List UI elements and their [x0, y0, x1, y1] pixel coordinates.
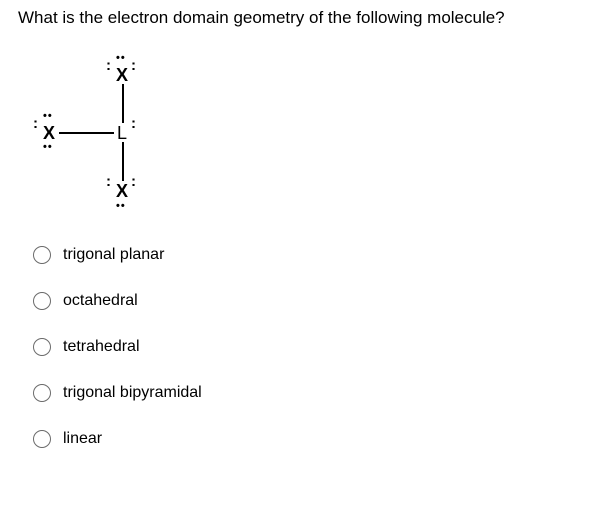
option-row[interactable]: octahedral [33, 292, 582, 310]
option-label: trigonal bipyramidal [63, 384, 202, 402]
top-atom-dots-right: : [131, 63, 136, 68]
top-atom-dots-left: : [106, 63, 111, 68]
bottom-atom: X [116, 182, 128, 200]
radio-button[interactable] [33, 246, 51, 264]
bond-bottom [122, 142, 124, 181]
lewis-structure-diagram: X •• : : X •• •• : L : X •• : : [23, 46, 193, 221]
question-text: What is the electron domain geometry of … [18, 8, 582, 28]
left-atom: X [43, 124, 55, 142]
option-label: linear [63, 430, 102, 448]
option-row[interactable]: trigonal bipyramidal [33, 384, 582, 402]
bottom-atom-dots-right: : [131, 179, 136, 184]
center-atom-dots-right: : [131, 121, 136, 126]
option-label: tetrahedral [63, 338, 140, 356]
radio-button[interactable] [33, 338, 51, 356]
option-label: trigonal planar [63, 246, 164, 264]
top-atom: X [116, 66, 128, 84]
left-atom-dots-below: •• [43, 142, 53, 153]
bond-top [122, 84, 124, 123]
center-atom: L [117, 124, 127, 142]
bottom-atom-dots-left: : [106, 179, 111, 184]
radio-button[interactable] [33, 292, 51, 310]
options-list: trigonal planar octahedral tetrahedral t… [18, 246, 582, 448]
radio-button[interactable] [33, 384, 51, 402]
bottom-atom-dots-below: •• [116, 201, 126, 212]
option-row[interactable]: trigonal planar [33, 246, 582, 264]
bond-left [59, 132, 114, 134]
option-row[interactable]: tetrahedral [33, 338, 582, 356]
option-row[interactable]: linear [33, 430, 582, 448]
left-atom-dots-left: : [33, 121, 38, 126]
option-label: octahedral [63, 292, 138, 310]
left-atom-dots-above: •• [43, 111, 53, 122]
radio-button[interactable] [33, 430, 51, 448]
top-atom-dots-above: •• [116, 53, 126, 64]
